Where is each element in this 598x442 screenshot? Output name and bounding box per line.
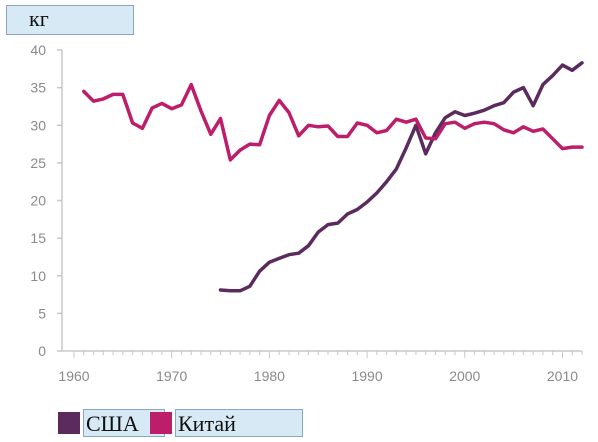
line-chart: 0 5 10 15 20 25 30 35 40 1960 1970 1980 1990 2000 2010 — [30, 42, 584, 384]
legend-swatch-china — [150, 412, 172, 434]
y-tick-label: 35 — [30, 80, 46, 96]
x-tick-label: 1960 — [58, 368, 89, 384]
series-line-china — [82, 82, 584, 162]
y-tick-label: 0 — [38, 343, 46, 359]
y-tick-label: 5 — [38, 305, 46, 321]
legend-label-china: Китай — [175, 409, 303, 437]
chart-axes: 0 5 10 15 20 25 30 35 40 1960 1970 1980 1990 2000 2010 — [30, 42, 583, 384]
y-tick-label: 40 — [30, 42, 46, 58]
x-tick-label: 2010 — [547, 368, 578, 384]
y-tick-label: 15 — [30, 230, 46, 246]
x-tick-label: 2000 — [449, 368, 480, 384]
series-line-usa — [218, 61, 584, 293]
y-tick-label: 25 — [30, 155, 46, 171]
x-tick-label: 1980 — [254, 368, 285, 384]
chart-series — [82, 61, 584, 293]
legend-item-china: Китай — [150, 408, 303, 438]
y-unit-label: кг — [6, 5, 134, 35]
x-tick-label: 1990 — [351, 368, 382, 384]
y-tick-label: 30 — [30, 117, 46, 133]
y-tick-label: 10 — [30, 268, 46, 284]
y-tick-label: 20 — [30, 193, 46, 209]
legend-swatch-usa — [58, 412, 80, 434]
x-tick-label: 1970 — [156, 368, 187, 384]
legend-item-usa: США — [58, 408, 165, 438]
